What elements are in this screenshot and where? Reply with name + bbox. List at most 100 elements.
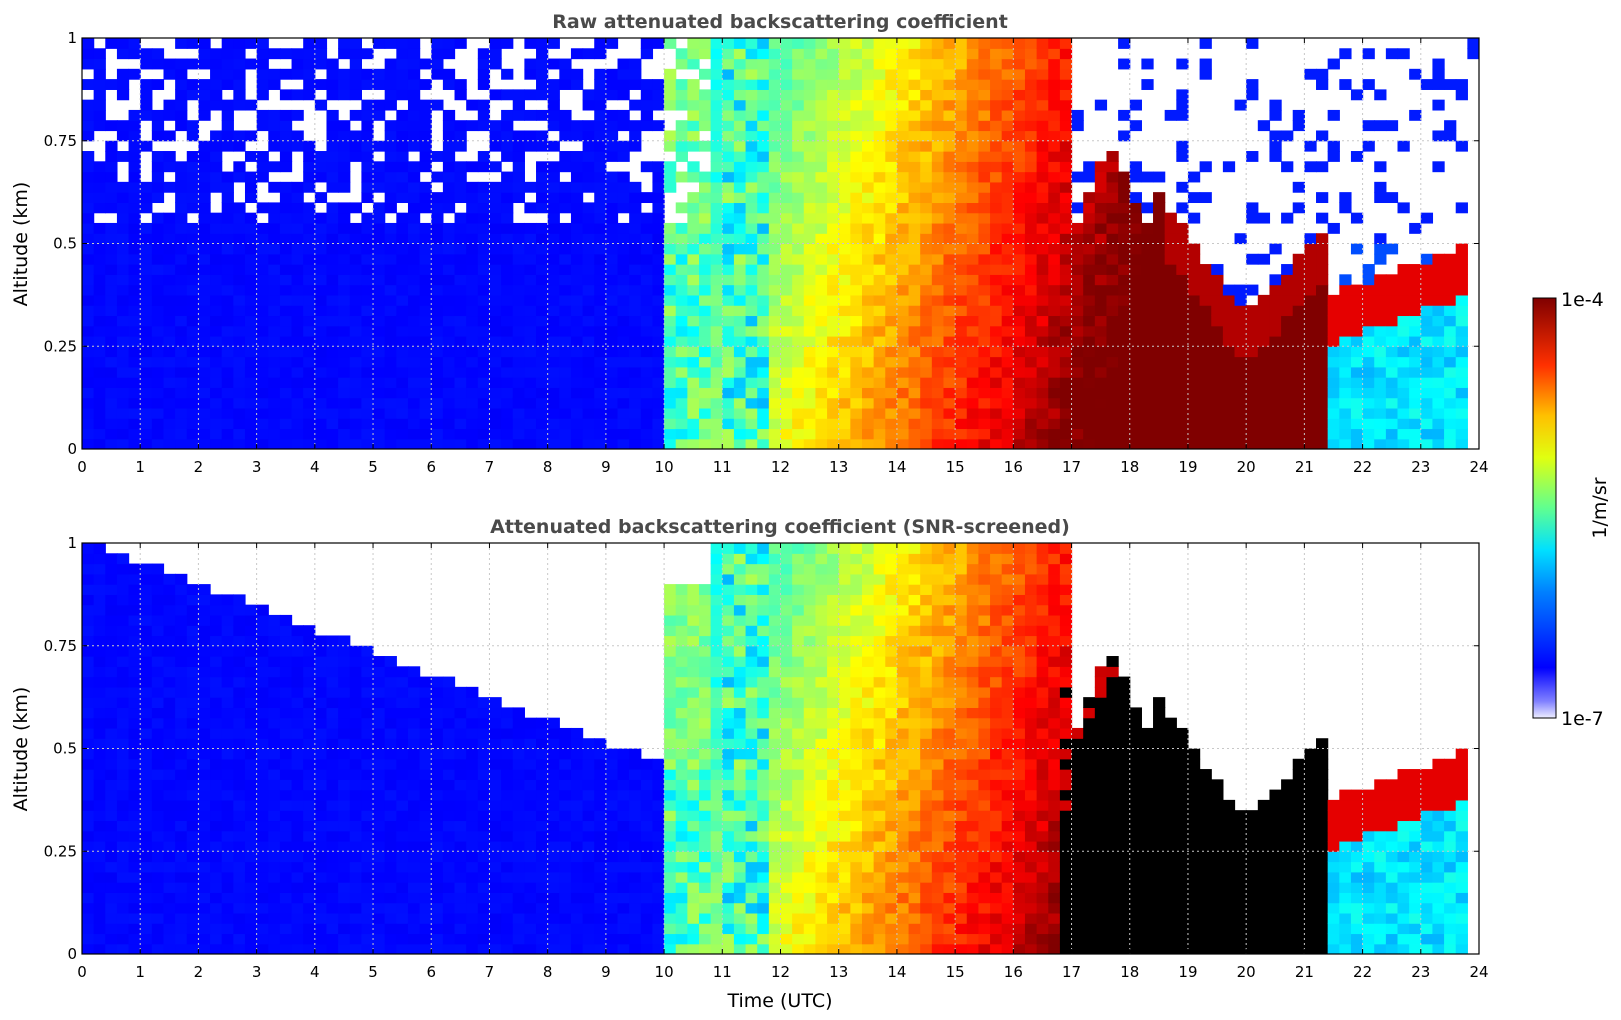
heatmap-cell (861, 58, 875, 70)
heatmap-cell (326, 140, 339, 152)
heatmap-cell (1001, 305, 1014, 317)
heatmap-cell (326, 233, 339, 245)
heatmap-cell (373, 666, 386, 678)
heatmap-cell (384, 305, 397, 317)
heatmap-cell (338, 861, 351, 873)
heatmap-cell (524, 305, 537, 317)
heatmap-cell (279, 418, 293, 430)
heatmap-cell (605, 89, 619, 101)
heatmap-cell (93, 171, 106, 183)
heatmap-cell (931, 284, 945, 296)
heatmap-cell (652, 212, 665, 224)
heatmap-cell (559, 418, 572, 430)
heatmap-cell (547, 284, 560, 296)
heatmap-cell (163, 418, 176, 430)
heatmap-cell (105, 428, 118, 440)
heatmap-cell (827, 233, 840, 245)
heatmap-cell (605, 130, 619, 142)
heatmap-cell (955, 428, 968, 440)
heatmap-cell (396, 882, 409, 893)
heatmap-cell (303, 284, 316, 296)
heatmap-cell (943, 48, 956, 60)
heatmap-cell (116, 79, 130, 90)
heatmap-cell (314, 769, 328, 780)
y-ticks: 00.250.50.751 (44, 29, 1479, 458)
heatmap-cell (1164, 305, 1177, 317)
heatmap-cell (361, 656, 374, 667)
heatmap-cell (268, 284, 281, 296)
heatmap-cell (943, 130, 956, 142)
heatmap-cell (105, 315, 118, 327)
heatmap-cell (221, 727, 234, 739)
heatmap-cell (768, 38, 782, 49)
heatmap-cell (873, 48, 886, 60)
heatmap-cell (407, 346, 421, 358)
heatmap-cell (1199, 305, 1212, 317)
heatmap-cell (384, 387, 397, 399)
heatmap-cell (1350, 335, 1364, 347)
heatmap-cell (279, 387, 293, 399)
heatmap-cell (175, 820, 188, 832)
heatmap-cell (314, 799, 328, 811)
heatmap-cell (699, 274, 712, 286)
heatmap-cell (373, 212, 386, 224)
heatmap-cell (314, 438, 328, 449)
heatmap-cell (699, 377, 712, 388)
heatmap-cell (151, 315, 165, 327)
heatmap-cell (373, 79, 386, 90)
heatmap-cell (163, 366, 176, 378)
heatmap-cell (757, 192, 770, 204)
heatmap-cell (990, 274, 1003, 286)
heatmap-cell (617, 428, 630, 440)
heatmap-cell (955, 99, 968, 111)
heatmap-cell (1199, 284, 1212, 296)
heatmap-cell (1024, 243, 1038, 255)
heatmap-cell (1083, 284, 1096, 296)
heatmap-cell (1141, 233, 1154, 245)
heatmap-cell (792, 264, 805, 275)
heatmap-cell (850, 284, 863, 296)
heatmap-cell (1083, 428, 1096, 440)
heatmap-cell (489, 438, 502, 449)
heatmap-cell (303, 377, 316, 388)
heatmap-cell (1316, 253, 1329, 265)
heatmap-cell (873, 192, 886, 204)
heatmap-cell (128, 120, 141, 132)
heatmap-cell (920, 140, 933, 152)
heatmap-cell (407, 830, 421, 842)
heatmap-cell (850, 428, 863, 440)
heatmap-cell (1153, 171, 1166, 183)
heatmap-cell (1269, 243, 1282, 255)
heatmap-cell (943, 99, 956, 111)
heatmap-cell (896, 264, 910, 275)
heatmap-cell (198, 625, 211, 637)
heatmap-cell (419, 335, 432, 347)
heatmap-cell (151, 387, 165, 399)
heatmap-cell (1129, 407, 1142, 419)
heatmap-cell (384, 851, 397, 863)
heatmap-cell (244, 892, 258, 904)
heatmap-cell (373, 202, 386, 214)
heatmap-cell (186, 697, 200, 709)
heatmap-cell (140, 584, 153, 595)
heatmap-cell (827, 387, 840, 399)
heatmap-cell (675, 397, 688, 409)
heatmap-cell (326, 748, 339, 760)
heatmap-cell (838, 264, 851, 275)
heatmap-cell (768, 377, 782, 388)
heatmap-cell (233, 140, 246, 152)
heatmap-cell (361, 274, 374, 286)
heatmap-cell (1013, 397, 1026, 409)
heatmap-cell (792, 438, 805, 449)
heatmap-cell (1304, 233, 1317, 245)
heatmap-cell (477, 181, 491, 193)
heatmap-cell (268, 727, 281, 739)
heatmap-cell (1048, 109, 1061, 121)
heatmap-cell (687, 335, 700, 347)
heatmap-cell (454, 140, 467, 152)
heatmap-cell (244, 253, 258, 265)
heatmap-cell (768, 192, 782, 204)
heatmap-cell (861, 109, 875, 121)
heatmap-cell (268, 346, 281, 358)
heatmap-cell (314, 161, 328, 173)
